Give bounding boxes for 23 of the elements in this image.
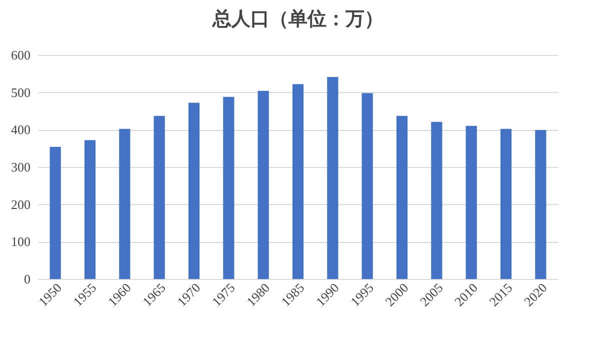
bar — [500, 128, 512, 279]
y-tick-label: 200 — [11, 196, 30, 212]
chart-title: 总人口（单位：万） — [212, 8, 384, 30]
bar — [327, 77, 338, 279]
bar — [188, 102, 200, 279]
bar — [535, 130, 546, 279]
bar — [292, 84, 304, 279]
bar — [119, 128, 130, 279]
y-tick-label: 600 — [11, 48, 30, 62]
bar — [431, 122, 442, 279]
bar — [466, 126, 477, 279]
y-tick-label: 0 — [24, 272, 30, 286]
bar — [154, 116, 165, 279]
bar — [223, 96, 234, 279]
bar — [84, 140, 96, 279]
bar — [258, 90, 269, 279]
y-tick-label: 400 — [11, 122, 30, 138]
y-tick-label: 500 — [11, 84, 30, 100]
y-tick-label: 100 — [11, 234, 30, 250]
bar — [50, 146, 61, 279]
bar — [362, 93, 373, 279]
bar — [396, 116, 408, 279]
y-tick-label: 300 — [11, 160, 30, 174]
